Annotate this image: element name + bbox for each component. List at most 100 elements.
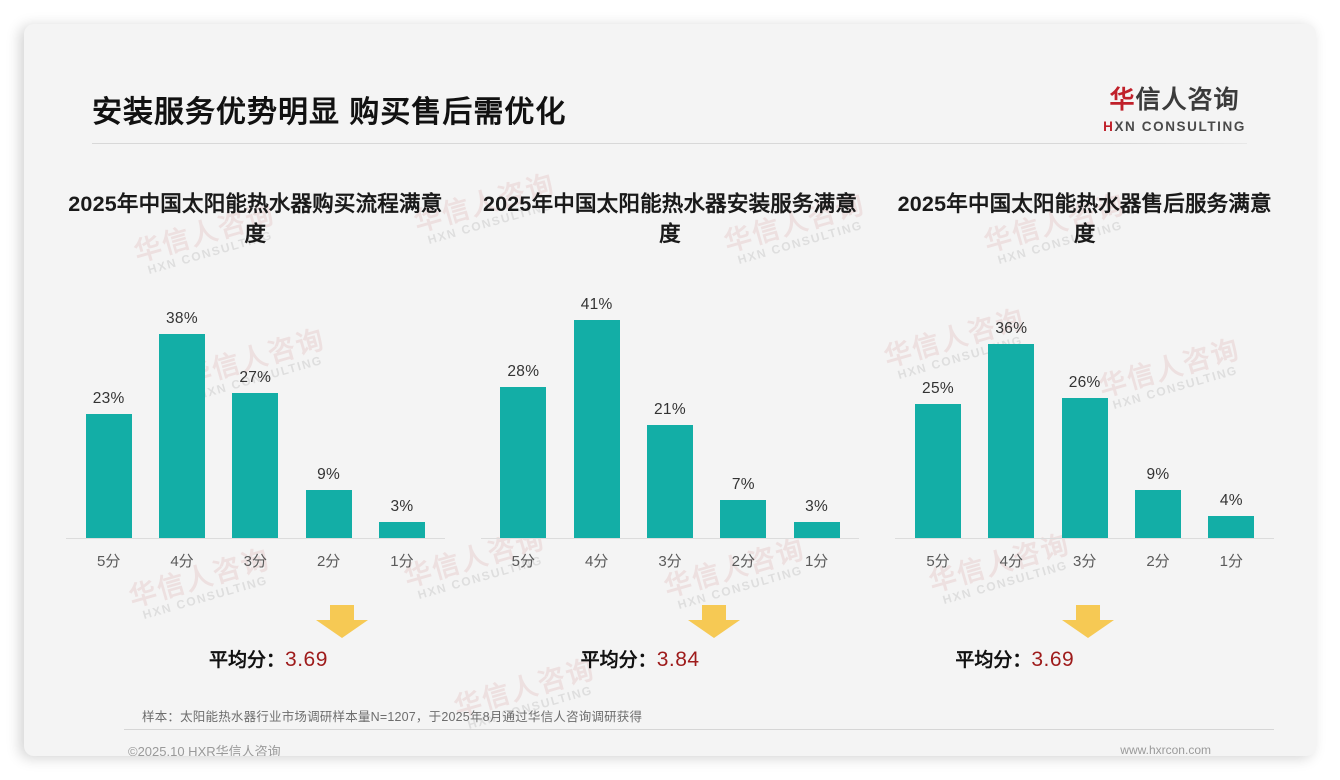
category-label: 5分	[926, 553, 950, 570]
bar-value-label: 26%	[1068, 374, 1101, 391]
bar-value-label: 3%	[390, 498, 414, 515]
sample-footnote: 样本：太阳能热水器行业市场调研样本量N=1207，于2025年8月通过华信人咨询…	[142, 710, 643, 724]
bar-slot[interactable]: 9%	[1121, 296, 1194, 538]
logo-english: HXN CONSULTING	[1103, 119, 1246, 134]
company-logo: 华信人咨询 HXN CONSULTING	[1103, 80, 1246, 134]
bar-group: 23% 38% 27% 9% 3%	[72, 296, 439, 538]
chart-title: 2025年中国太阳能热水器购买流程满意度	[68, 192, 443, 246]
category-labels: 5分 4分 3分 2分 1分	[481, 550, 860, 571]
slide-header: 安装服务优势明显 购买售后需优化 华信人咨询 HXN CONSULTING	[24, 24, 1316, 149]
bar[interactable]	[573, 320, 620, 538]
bar[interactable]	[500, 387, 547, 538]
bar[interactable]	[1208, 516, 1255, 538]
average-value: 3.84	[656, 648, 700, 671]
bar[interactable]	[988, 344, 1035, 538]
bar-slot[interactable]: 3%	[780, 296, 853, 538]
logo-english-rest: XN CONSULTING	[1114, 119, 1246, 134]
bar-value-label: 28%	[507, 363, 540, 380]
header-divider	[92, 143, 1247, 144]
category-label: 3分	[243, 553, 267, 570]
bar-slot[interactable]: 3%	[365, 296, 438, 538]
chart-panel-2: 2025年中国太阳能热水器安装服务满意度 28% 41% 21% 7% 3% 5分 4分 3分 2…	[463, 164, 878, 671]
average-block: 平均分：3.69	[66, 605, 445, 683]
bar-slot[interactable]: 26%	[1048, 296, 1121, 538]
plot-area: 28% 41% 21% 7% 3%	[480, 296, 860, 539]
bar-slot[interactable]: 25%	[901, 296, 974, 538]
chart-title: 2025年中国太阳能热水器售后服务满意度	[897, 192, 1272, 246]
average-block: 平均分：3.69	[895, 605, 1274, 683]
x-axis-line	[480, 538, 860, 539]
average-score: 平均分：3.84	[581, 645, 700, 672]
average-score: 平均分：3.69	[955, 645, 1074, 672]
category-label: 1分	[1219, 553, 1243, 570]
bar-value-label: 21%	[654, 401, 686, 418]
bar-slot[interactable]: 38%	[145, 296, 218, 538]
bar-slot[interactable]: 27%	[219, 296, 292, 538]
bar-slot[interactable]: 21%	[633, 296, 706, 538]
bar-slot[interactable]: 4%	[1195, 296, 1268, 538]
bar-value-label: 36%	[995, 320, 1028, 337]
bar-slot[interactable]: 23%	[72, 296, 145, 538]
bar[interactable]	[646, 425, 693, 538]
down-arrow-icon	[686, 605, 742, 639]
footer-copyright: ©2025.10 HXR华信人咨询	[128, 744, 281, 756]
bar[interactable]	[158, 334, 205, 538]
bar-value-label: 38%	[166, 310, 198, 327]
chart-panel-1: 2025年中国太阳能热水器购买流程满意度 23% 38% 27% 9% 3% 5分 4分 3分 2…	[48, 164, 463, 671]
x-axis-line	[895, 538, 1275, 539]
category-label: 5分	[511, 553, 535, 570]
category-label: 2分	[1146, 553, 1170, 570]
category-label: 3分	[658, 553, 682, 570]
footer-divider	[124, 729, 1274, 730]
charts-row: 2025年中国太阳能热水器购买流程满意度 23% 38% 27% 9% 3% 5分 4分 3分 2…	[48, 164, 1292, 671]
logo-chinese-rest: 信人咨询	[1135, 86, 1240, 114]
category-label: 1分	[804, 553, 829, 570]
bar-slot[interactable]: 28%	[487, 296, 560, 538]
average-label: 平均分：	[580, 650, 657, 671]
bar-value-label: 23%	[92, 390, 125, 407]
bar-slot[interactable]: 36%	[975, 296, 1048, 538]
down-arrow-icon	[1060, 605, 1116, 639]
logo-chinese-first-char: 华	[1109, 86, 1136, 114]
category-label: 1分	[390, 553, 414, 570]
bar[interactable]	[85, 414, 132, 538]
bar[interactable]	[1134, 490, 1181, 538]
footer-website[interactable]: www.hxrcon.com	[1120, 743, 1211, 756]
bar-value-label: 9%	[1146, 466, 1170, 483]
bar[interactable]	[793, 522, 840, 538]
bar-value-label: 25%	[922, 380, 954, 397]
x-axis-line	[66, 538, 445, 539]
bar-value-label: 27%	[239, 369, 272, 386]
plot-area: 25% 36% 26% 9% 4%	[895, 296, 1275, 539]
chart-title: 2025年中国太阳能热水器安装服务满意度	[482, 192, 858, 246]
bar-slot[interactable]: 9%	[292, 296, 365, 538]
bar-value-label: 9%	[317, 466, 341, 483]
bar[interactable]	[1061, 398, 1108, 538]
average-block: 平均分：3.84	[481, 605, 860, 683]
slide-card: 华信人咨询 HXN CONSULTING 华信人咨询 HXN CONSULTING 华信…	[24, 24, 1316, 756]
bar-value-label: 4%	[1219, 492, 1243, 509]
plot-area: 23% 38% 27% 9% 3%	[66, 296, 445, 539]
logo-english-first-char: H	[1103, 119, 1115, 134]
category-label: 4分	[999, 553, 1023, 570]
category-label: 2分	[731, 553, 755, 570]
bar-value-label: 3%	[805, 498, 829, 515]
bar-value-label: 41%	[580, 296, 613, 313]
bar-slot[interactable]: 41%	[560, 296, 633, 538]
category-labels: 5分 4分 3分 2分 1分	[66, 550, 445, 571]
bar[interactable]	[232, 393, 279, 538]
bar-slot[interactable]: 7%	[707, 296, 780, 538]
logo-chinese: 华信人咨询	[1103, 80, 1246, 116]
page-title: 安装服务优势明显 购买售后需优化	[92, 96, 567, 129]
average-value: 3.69	[285, 648, 328, 671]
bar[interactable]	[378, 522, 425, 538]
category-label: 2分	[316, 553, 341, 570]
bar[interactable]	[915, 404, 961, 538]
category-label: 5分	[96, 553, 121, 570]
bar[interactable]	[305, 490, 352, 538]
chart-panel-3: 2025年中国太阳能热水器售后服务满意度 25% 36% 26% 9% 4% 5分 4分 3分 2…	[877, 164, 1292, 671]
category-label: 4分	[170, 553, 194, 570]
average-value: 3.69	[1031, 648, 1075, 671]
bar[interactable]	[720, 500, 767, 538]
bar-value-label: 7%	[731, 476, 755, 493]
